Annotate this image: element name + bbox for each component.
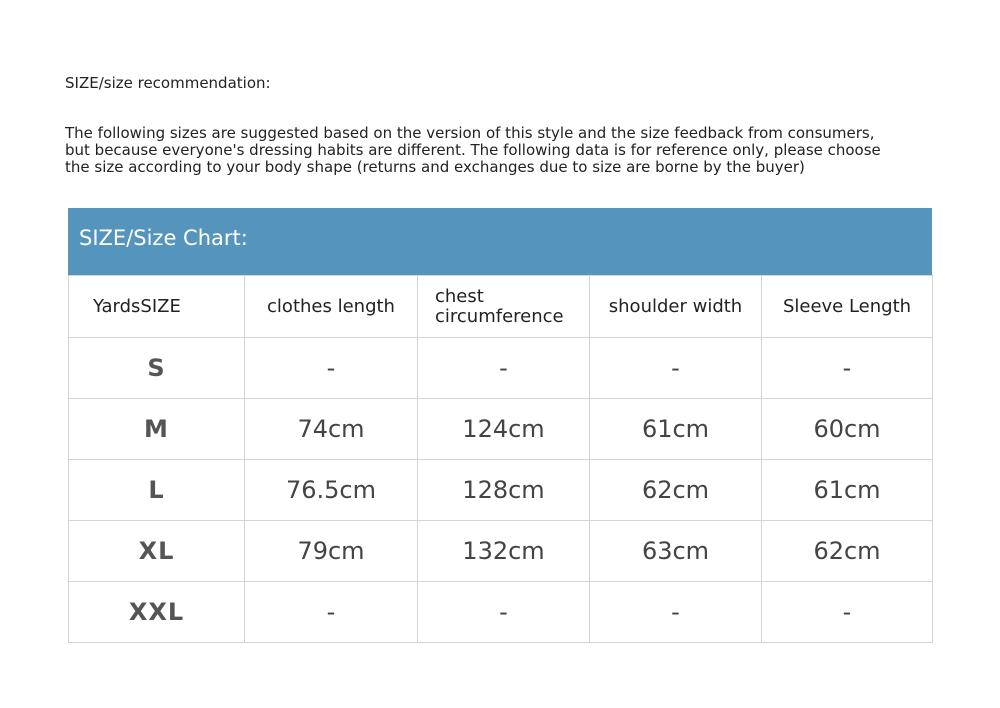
measurement-cell: 132cm [417,520,590,582]
intro-line: but because everyone's dressing habits a… [65,141,881,159]
table-row: S---- [68,337,933,399]
size-label: XXL [68,581,245,643]
intro-line: the size according to your body shape (r… [65,158,805,176]
measurement-cell: 76.5cm [244,459,418,521]
size-label: L [68,459,245,521]
measurement-cell: - [244,581,418,643]
measurement-cell: 62cm [589,459,762,521]
column-header: YardsSIZE [68,275,245,338]
measurement-cell: - [589,581,762,643]
chart-title: SIZE/Size Chart: [79,226,248,250]
recommendation-title: SIZE/size recommendation: [65,74,271,92]
measurement-cell: 61cm [589,398,762,460]
column-header: shoulder width [589,275,762,338]
measurement-cell: 62cm [761,520,933,582]
measurement-cell: 63cm [589,520,762,582]
table-header-row: YardsSIZE clothes length chest circumfer… [68,275,933,338]
chart-title-band: SIZE/Size Chart: [68,208,932,275]
measurement-cell: - [417,581,590,643]
measurement-cell: - [761,337,933,399]
intro-line: The following sizes are suggested based … [65,124,875,142]
size-label: XL [68,520,245,582]
measurement-cell: - [589,337,762,399]
measurement-cell: 60cm [761,398,933,460]
measurement-cell: - [417,337,590,399]
measurement-cell: 74cm [244,398,418,460]
measurement-cell: 124cm [417,398,590,460]
column-header: clothes length [244,275,418,338]
size-label: S [68,337,245,399]
column-header: chest circumference [417,275,590,338]
table-row: L 76.5cm 128cm 62cm 61cm [68,459,933,521]
measurement-cell: 128cm [417,459,590,521]
measurement-cell: - [244,337,418,399]
table-row: XXL - - - - [68,581,933,643]
table-row: M 74cm 124cm 61cm 60cm [68,398,933,460]
measurement-cell: 61cm [761,459,933,521]
table-row: XL 79cm 132cm 63cm 62cm [68,520,933,582]
measurement-cell: 79cm [244,520,418,582]
size-table: YardsSIZE clothes length chest circumfer… [68,275,933,643]
size-label: M [68,398,245,460]
intro-text: The following sizes are suggested based … [65,125,945,176]
measurement-cell: - [761,581,933,643]
column-header: Sleeve Length [761,275,933,338]
